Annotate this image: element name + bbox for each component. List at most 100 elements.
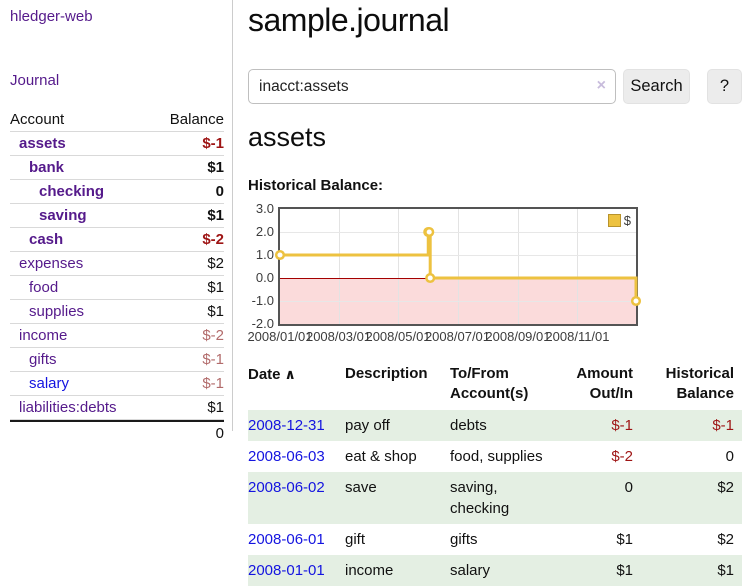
accounts-header-account: Account [10, 111, 65, 128]
transaction-amount: $1 [616, 531, 633, 548]
gridline-horizontal [280, 232, 636, 233]
account-balance: 0 [215, 183, 224, 200]
transaction-balance: $1 [717, 562, 734, 579]
x-tick-label: 2008/01/01 [247, 329, 313, 344]
account-row: bank $1 [10, 156, 224, 180]
transaction-accounts: gifts [450, 531, 478, 548]
accounts-table: Account Balance assets $-1 bank $1 check… [10, 108, 224, 445]
account-row: food $1 [10, 276, 224, 300]
account-row: assets $-1 [10, 132, 224, 156]
gridline-vertical [577, 209, 579, 324]
y-tick-label: -1.0 [251, 293, 274, 308]
legend-label: $ [623, 213, 631, 228]
header-description: Description [345, 365, 428, 382]
account-link-assets[interactable]: assets [19, 135, 66, 152]
transaction-amount: $-1 [611, 417, 633, 434]
account-row: saving $1 [10, 204, 224, 228]
account-balance: $-1 [202, 375, 224, 392]
account-link-salary[interactable]: salary [29, 375, 70, 392]
account-balance: $1 [207, 207, 224, 224]
chart-legend: $ [605, 212, 633, 229]
data-point-marker [424, 226, 435, 238]
header-date[interactable]: Date ∧ [248, 366, 296, 383]
transaction-description: save [345, 479, 377, 496]
account-row: checking 0 [10, 180, 224, 204]
account-row: supplies $1 [10, 300, 224, 324]
y-tick-label: 1.0 [255, 247, 274, 262]
y-tick-label: 2.0 [255, 224, 274, 239]
header-balance: Historical Balance [665, 365, 734, 402]
transaction-description: income [345, 562, 394, 579]
transaction-amount: 0 [624, 479, 633, 496]
register-row: 2008-06-03 eat & shop food, supplies $-2… [248, 441, 742, 472]
transaction-accounts: salary [450, 562, 491, 579]
header-amount: Amount Out/In [576, 365, 633, 402]
transaction-date-link[interactable]: 2008-06-01 [248, 531, 325, 548]
account-link-cash[interactable]: cash [29, 231, 64, 248]
account-link-saving[interactable]: saving [39, 207, 87, 224]
register-table: Date ∧ Description To/From Account(s) Amo… [248, 360, 742, 586]
help-button[interactable]: ? [707, 69, 742, 104]
transaction-date-link[interactable]: 2008-12-31 [248, 417, 325, 434]
account-link-expenses[interactable]: expenses [19, 255, 84, 272]
account-link-food[interactable]: food [29, 279, 59, 296]
account-link-liabilities-debts[interactable]: liabilities:debts [19, 399, 117, 416]
transaction-date-link[interactable]: 2008-06-02 [248, 479, 325, 496]
register-row: 2008-12-31 pay off debts $-1 $-1 [248, 410, 742, 441]
search-form: × Search ? [248, 69, 742, 104]
transaction-balance: 0 [725, 448, 734, 465]
account-row: income $-2 [10, 324, 224, 348]
data-point-marker [630, 295, 642, 307]
app-title-link[interactable]: hledger-web [10, 8, 93, 25]
accounts-table-header: Account Balance [10, 108, 224, 132]
sidebar-item-journal[interactable]: Journal [10, 72, 60, 89]
gridline-horizontal [280, 301, 636, 302]
x-tick-label: 2008/07/01 [424, 329, 491, 344]
balance-line-series [274, 226, 642, 307]
search-input[interactable] [248, 69, 616, 104]
account-balance: $-1 [202, 351, 224, 368]
legend-swatch [607, 214, 621, 227]
gridline-vertical [517, 209, 519, 324]
chart-plot-inner [274, 209, 642, 324]
transaction-accounts: debts [450, 417, 487, 434]
gridline-vertical [338, 209, 340, 324]
transaction-description: eat & shop [345, 448, 417, 465]
accounts-total-row: 0 [10, 420, 224, 445]
page-title: sample.journal [248, 2, 450, 38]
x-tick-label: 2008/03/01 [305, 329, 372, 344]
account-balance: $1 [207, 279, 224, 296]
search-button[interactable]: Search [623, 69, 690, 104]
account-heading: assets [248, 122, 327, 152]
transaction-balance: $-1 [712, 417, 734, 434]
y-tick-label: 0.0 [255, 270, 274, 285]
account-balance: $1 [207, 303, 224, 320]
y-tick-label: 3.0 [255, 201, 274, 216]
gridline-horizontal [280, 255, 636, 256]
register-header-row: Date ∧ Description To/From Account(s) Amo… [248, 360, 742, 410]
account-link-supplies[interactable]: supplies [29, 303, 85, 320]
account-balance: $-2 [202, 327, 224, 344]
account-balance: $2 [207, 255, 224, 272]
account-link-income[interactable]: income [19, 327, 68, 344]
transaction-date-link[interactable]: 2008-06-03 [248, 448, 325, 465]
accounts-header-balance: Balance [169, 111, 224, 128]
clear-search-icon[interactable]: × [596, 77, 606, 94]
transaction-balance: $2 [717, 531, 734, 548]
account-link-gifts[interactable]: gifts [29, 351, 57, 368]
transaction-amount: $-2 [611, 448, 633, 465]
sidebar: hledger-web Journal Account Balance asse… [0, 0, 233, 442]
account-balance: $1 [207, 159, 224, 176]
data-point-marker [425, 272, 436, 284]
main-panel: sample.journal × Search ? assets Histori… [247, 0, 742, 586]
transaction-date-link[interactable]: 2008-01-01 [248, 562, 325, 579]
account-balance: $-1 [202, 135, 224, 152]
account-balance: $1 [207, 399, 224, 416]
register-row: 2008-01-01 income salary $1 $1 [248, 555, 742, 586]
account-row: expenses $2 [10, 252, 224, 276]
account-link-bank[interactable]: bank [29, 159, 65, 176]
transaction-description: pay off [345, 417, 390, 434]
transaction-accounts: food, supplies [450, 448, 543, 465]
account-link-checking[interactable]: checking [39, 183, 105, 200]
account-row: salary $-1 [10, 372, 224, 396]
